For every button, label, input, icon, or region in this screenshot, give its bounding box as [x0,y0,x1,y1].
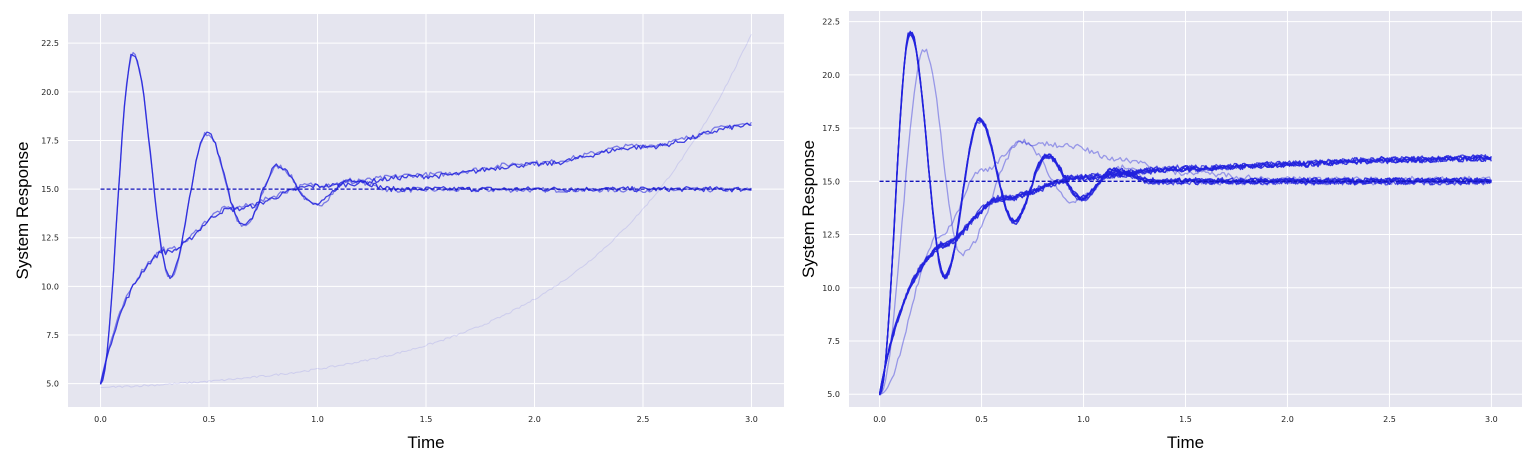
y-tick-label: 15.0 [822,177,840,186]
x-tick-label: 1.0 [311,415,324,424]
y-tick-label: 12.5 [41,234,59,243]
x-tick-label: 0.0 [94,415,107,424]
series-line-underdamped [99,51,752,385]
right-chart: 0.0 0.5 1.0 1.5 2.0 2.5 3.0 5.0 7.5 10.0 12.5 15.0 1… [799,11,1522,452]
y-tick-label: 5.0 [827,390,840,399]
series-line-underdamped [879,32,1492,394]
y-tick-label: 10.0 [822,284,840,293]
x-tick-label: 0.5 [203,415,216,424]
x-tick-label: 2.5 [637,415,650,424]
y-tick-label: 17.5 [41,136,59,145]
x-tick-label: 2.0 [1281,415,1294,424]
series-line-drifting [878,155,1492,396]
y-tick-label: 20.0 [822,71,840,80]
y-tick-label: 12.5 [822,231,840,240]
x-tick-label: 1.5 [1179,415,1192,424]
x-tick-label: 1.5 [420,415,433,424]
y-tick-label: 15.0 [41,185,59,194]
y-axis-label: System Response [799,140,818,278]
y-tick-label: 7.5 [46,331,59,340]
x-tick-label: 2.5 [1383,415,1396,424]
series-line-exponential [100,33,752,388]
x-tick-label: 3.0 [745,415,758,424]
series-line-underdamped [879,48,1492,396]
x-tick-label: 3.0 [1485,415,1498,424]
y-tick-label: 17.5 [822,124,840,133]
series-line-drifting [99,122,752,385]
y-tick-label: 20.0 [41,88,59,97]
series-group [99,33,752,388]
x-tick-label: 1.0 [1077,415,1090,424]
series-group [878,30,1492,396]
left-chart: 0.0 0.5 1.0 1.5 2.0 2.5 3.0 5.0 7.5 10.0 12.5 15.0 1… [13,14,784,452]
y-tick-label: 22.5 [822,18,840,27]
series-line-underdamped [99,53,752,385]
x-tick-label: 0.0 [873,415,886,424]
x-axis-label: Time [407,433,444,452]
x-tick-label: 2.0 [528,415,541,424]
y-tick-label: 10.0 [41,282,59,291]
y-tick-label: 22.5 [41,39,59,48]
y-tick-label: 5.0 [46,380,59,389]
series-line-slow [879,140,1492,395]
y-tick-label: 7.5 [827,337,840,346]
x-tick-label: 0.5 [975,415,988,424]
x-axis-label: Time [1167,433,1204,452]
y-axis-label: System Response [13,142,32,280]
